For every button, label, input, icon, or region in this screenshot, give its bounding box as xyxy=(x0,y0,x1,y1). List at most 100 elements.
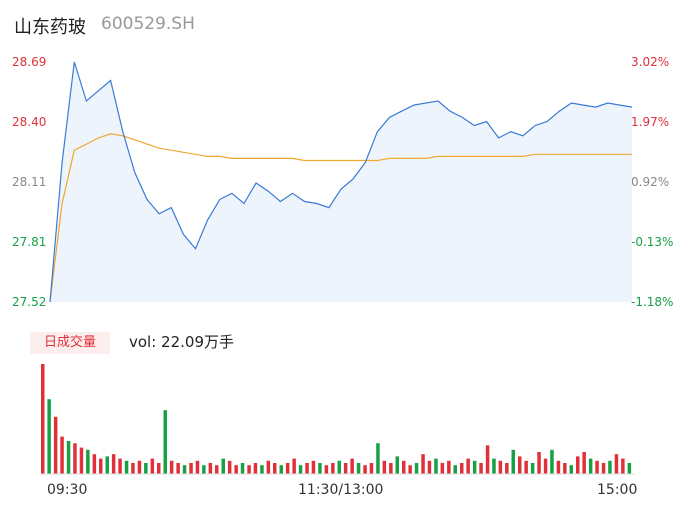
volume-bar xyxy=(460,463,464,474)
volume-tab[interactable]: 日成交量 xyxy=(30,332,110,354)
volume-bar xyxy=(195,460,200,474)
y-tick-price: 27.81 xyxy=(12,235,47,249)
volume-readout: vol: 22.09万手 xyxy=(129,333,234,351)
volume-bar xyxy=(479,463,483,474)
average-price-line xyxy=(49,133,632,303)
volume-bar xyxy=(363,465,367,474)
volume-bar xyxy=(240,463,245,474)
volume-bar xyxy=(253,463,258,474)
volume-bar xyxy=(163,410,167,474)
volume-bar xyxy=(124,460,129,474)
volume-bar xyxy=(537,452,541,474)
volume-bar xyxy=(247,465,251,474)
volume-bar xyxy=(369,463,374,474)
volume-bar xyxy=(453,465,457,474)
volume-bar xyxy=(343,463,348,474)
volume-bar xyxy=(337,460,341,474)
y-tick-pct: 1.97% xyxy=(631,115,670,129)
volume-bar xyxy=(285,463,290,474)
volume-bar xyxy=(169,460,174,474)
x-tick: 15:00 xyxy=(597,482,638,498)
volume-bar xyxy=(466,458,470,474)
volume-bar xyxy=(427,460,432,474)
price-line xyxy=(49,61,633,303)
volume-bar xyxy=(182,465,187,474)
volume-bar xyxy=(215,465,219,474)
volume-bar xyxy=(408,465,412,474)
volume-bar xyxy=(60,436,64,474)
volume-bar xyxy=(176,463,180,474)
volume-bar xyxy=(208,463,213,474)
volume-bar xyxy=(588,458,593,474)
volume-bar xyxy=(608,460,612,474)
y-tick-price: 28.69 xyxy=(12,55,47,69)
volume-bar xyxy=(41,364,45,474)
volume-bar xyxy=(298,465,303,474)
volume-bar xyxy=(47,399,51,474)
volume-bar xyxy=(318,463,322,474)
volume-bar xyxy=(99,458,103,474)
volume-bar xyxy=(150,458,155,474)
volume-bar xyxy=(621,458,625,474)
y-tick-price: 27.52 xyxy=(12,295,47,309)
volume-bar xyxy=(66,441,71,474)
y-tick-pct: 3.02% xyxy=(631,55,670,69)
volume-bar xyxy=(627,463,632,474)
volume-bar xyxy=(273,463,277,474)
y-tick-pct: 0.92% xyxy=(631,175,670,189)
volume-bar xyxy=(421,454,425,474)
volume-bar xyxy=(227,460,232,474)
volume-bar xyxy=(518,456,522,474)
volume-bar xyxy=(440,463,445,474)
volume-bar xyxy=(614,454,619,474)
y-tick-price: 28.11 xyxy=(12,175,47,189)
volume-bar xyxy=(576,456,580,474)
volume-bar xyxy=(311,460,316,474)
volume-bar xyxy=(137,460,142,474)
volume-bar xyxy=(79,447,84,474)
volume-bar xyxy=(563,463,567,474)
volume-bar xyxy=(582,452,586,474)
volume-bar xyxy=(511,449,515,474)
volume-bar xyxy=(498,460,503,474)
volume-bar xyxy=(434,458,438,474)
volume-bar xyxy=(73,443,77,474)
volume-bar xyxy=(92,454,97,474)
volume-bar xyxy=(402,460,406,474)
y-tick-pct: -0.13% xyxy=(631,235,674,249)
volume-bar xyxy=(221,458,225,474)
volume-bar xyxy=(356,463,361,474)
volume-bar xyxy=(202,465,206,474)
volume-bar xyxy=(556,460,561,474)
volume-bar xyxy=(331,463,335,474)
volume-bar xyxy=(395,456,399,474)
volume-bar xyxy=(279,465,283,474)
volume-bar xyxy=(601,463,606,474)
volume-bar xyxy=(131,463,135,474)
volume-bar xyxy=(543,458,548,474)
volume-bar xyxy=(266,460,271,474)
volume-bar xyxy=(550,449,554,474)
y-tick-price: 28.40 xyxy=(12,115,47,129)
volume-bar xyxy=(492,458,496,474)
volume-bar xyxy=(234,465,238,474)
volume-bar xyxy=(292,458,296,474)
volume-bar xyxy=(569,465,573,474)
volume-bar xyxy=(157,463,161,474)
volume-bar xyxy=(524,460,528,474)
volume-bar xyxy=(189,463,193,474)
volume-bar xyxy=(447,460,451,474)
volume-bar xyxy=(595,460,599,474)
volume-bar xyxy=(350,458,354,474)
x-tick: 11:30/13:00 xyxy=(298,482,384,498)
volume-bar xyxy=(111,454,116,474)
price-area xyxy=(50,62,632,302)
volume-bar xyxy=(472,460,477,474)
volume-bar xyxy=(505,463,509,474)
volume-bar xyxy=(530,463,535,474)
volume-bar xyxy=(144,463,148,474)
y-tick-pct: -1.18% xyxy=(631,295,674,309)
stock-code: 600529.SH xyxy=(101,14,195,34)
volume-bar xyxy=(86,449,90,474)
